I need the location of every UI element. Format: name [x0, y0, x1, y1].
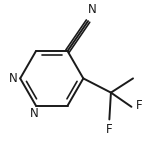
Text: F: F: [135, 99, 142, 112]
Text: N: N: [9, 72, 18, 85]
Text: F: F: [106, 123, 113, 136]
Text: N: N: [88, 3, 96, 16]
Text: N: N: [30, 107, 39, 120]
